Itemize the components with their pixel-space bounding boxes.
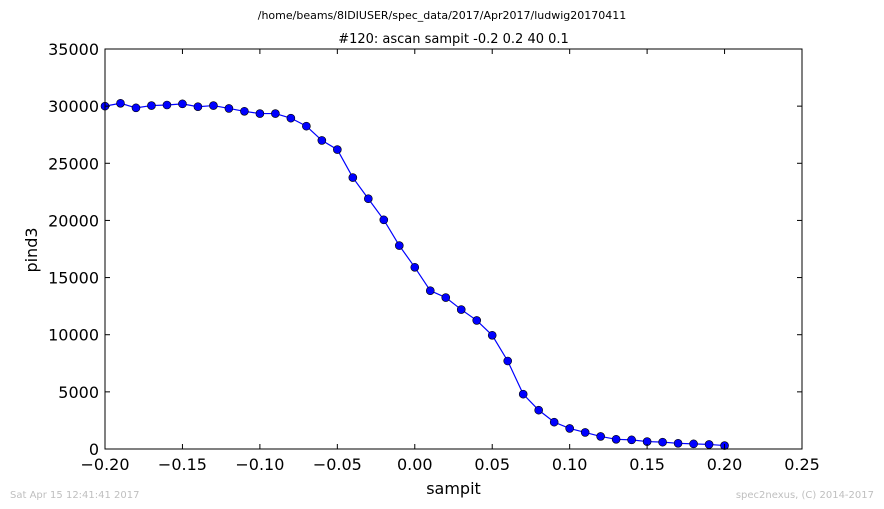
- data-point: [224, 104, 234, 113]
- x-tick-label: 0.15: [629, 455, 665, 474]
- data-point: [178, 99, 187, 109]
- data-point: [596, 432, 605, 441]
- data-point: [456, 305, 466, 314]
- x-tick-label: 0.25: [784, 455, 820, 474]
- data-point: [580, 428, 590, 437]
- data-point: [627, 435, 636, 445]
- data-point: [704, 440, 714, 449]
- data-point: [410, 262, 420, 272]
- data-point: [658, 437, 667, 447]
- data-point: [209, 101, 218, 110]
- data-point: [565, 424, 574, 433]
- data-point: [673, 438, 683, 448]
- y-tick-label: 0: [89, 440, 99, 459]
- data-point: [286, 113, 296, 123]
- data-point: [240, 106, 249, 116]
- y-tick-label: 5000: [58, 383, 99, 402]
- footer-timestamp: Sat Apr 15 12:41:41 2017: [10, 490, 140, 501]
- plot-area: −0.20 −0.15 −0.10 −0.05 0.00 0.05 0.10 0.15 0.20…: [48, 40, 820, 474]
- series-line: [104, 102, 725, 447]
- y-tick-label: 35000: [48, 40, 99, 59]
- data-point: [503, 356, 513, 366]
- data-point: [364, 194, 373, 204]
- x-axis-label: sampit: [426, 479, 481, 498]
- data-point: [534, 405, 543, 415]
- x-tick-label: −0.05: [313, 455, 362, 474]
- data-point: [147, 101, 156, 110]
- y-tick-label: 20000: [48, 211, 99, 230]
- data-point: [116, 98, 125, 108]
- x-tick-label: 0.05: [474, 455, 510, 474]
- data-point: [472, 316, 482, 325]
- x-tick-label: 0.00: [397, 455, 433, 474]
- x-tick-label: −0.20: [80, 455, 129, 474]
- x-tick-label: 0.10: [552, 455, 588, 474]
- plot-frame: [104, 48, 803, 450]
- data-point: [348, 173, 358, 182]
- data-point: [193, 102, 203, 112]
- data-point: [549, 417, 559, 427]
- data-point: [379, 215, 389, 225]
- data-point: [689, 439, 698, 449]
- data-point: [518, 389, 528, 399]
- chart-suptitle: /home/beams/8IDIUSER/spec_data/2017/Apr2…: [258, 9, 627, 22]
- footer-credit: spec2nexus, (C) 2014-2017: [736, 490, 874, 501]
- data-point: [441, 293, 451, 302]
- y-tick-label: 10000: [48, 326, 99, 345]
- data-point: [302, 121, 311, 131]
- data-point: [162, 100, 172, 110]
- x-tick-label: 0.20: [707, 455, 743, 474]
- data-point: [394, 241, 404, 250]
- y-axis-label: pind3: [22, 227, 41, 272]
- x-tick-label: −0.15: [158, 455, 207, 474]
- data-point: [271, 109, 280, 118]
- data-point: [255, 109, 265, 118]
- y-tick-label: 25000: [48, 154, 99, 173]
- data-point: [425, 286, 435, 296]
- chart-title: #120: ascan sampit -0.2 0.2 40 0.1: [338, 32, 569, 47]
- y-tick-label: 30000: [48, 97, 99, 116]
- data-point: [611, 434, 621, 444]
- data-point: [487, 330, 497, 340]
- y-tick-label: 15000: [48, 269, 99, 288]
- data-point: [317, 136, 327, 145]
- data-point: [131, 103, 141, 113]
- x-tick-label: −0.10: [235, 455, 284, 474]
- data-point: [333, 145, 342, 154]
